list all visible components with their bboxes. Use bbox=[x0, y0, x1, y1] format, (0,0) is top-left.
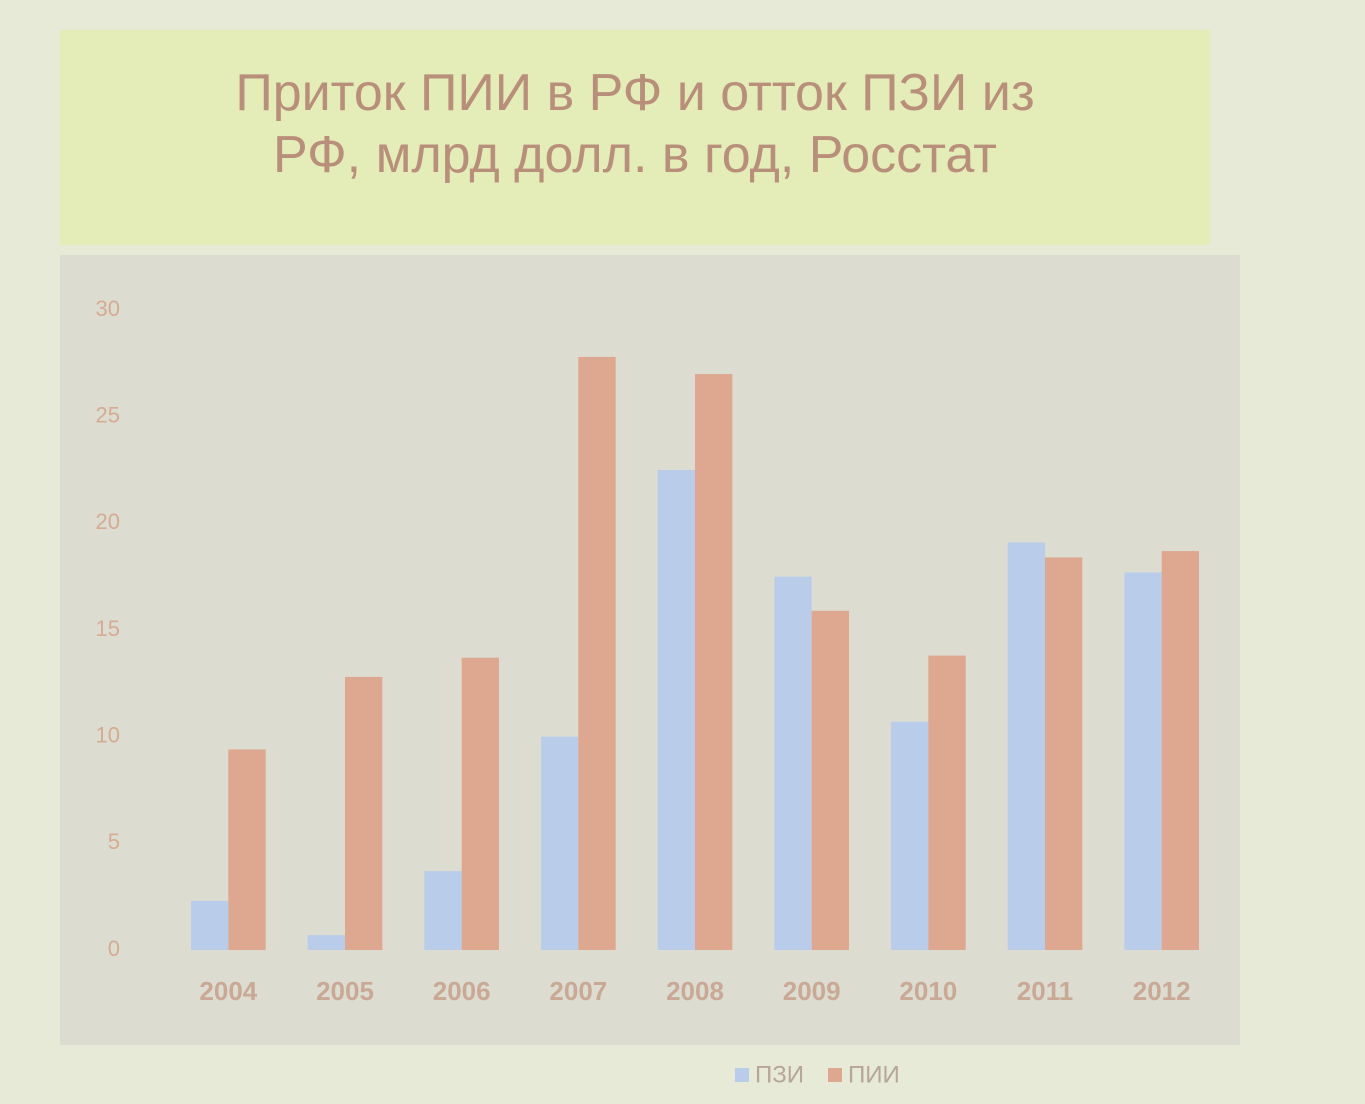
bar bbox=[891, 722, 928, 950]
chart: Приток ПИИ в РФ и отток ПЗИ изРФ, млрд д… bbox=[0, 0, 1365, 1104]
x-tick-label: 2010 bbox=[899, 976, 957, 1006]
y-tick-label: 10 bbox=[96, 722, 120, 747]
legend-label: ПЗИ bbox=[755, 1061, 804, 1088]
y-tick-label: 25 bbox=[96, 402, 120, 427]
bar bbox=[424, 871, 461, 950]
bar bbox=[345, 677, 382, 950]
legend-swatch bbox=[735, 1068, 749, 1082]
y-tick-label: 15 bbox=[96, 616, 120, 641]
page: {"chart_data": {"type": "bar", "title": … bbox=[0, 0, 1365, 1104]
x-tick-label: 2006 bbox=[433, 976, 491, 1006]
bar bbox=[928, 656, 965, 950]
x-tick-label: 2012 bbox=[1133, 976, 1191, 1006]
legend-label: ПИИ bbox=[848, 1061, 900, 1088]
x-tick-label: 2011 bbox=[1017, 976, 1073, 1006]
bar bbox=[541, 737, 578, 950]
bar bbox=[308, 935, 345, 950]
bar bbox=[462, 658, 499, 950]
bar bbox=[658, 470, 695, 950]
bar bbox=[1008, 543, 1045, 950]
bar bbox=[695, 374, 732, 950]
bar bbox=[228, 749, 265, 950]
x-tick-label: 2005 bbox=[316, 976, 374, 1006]
x-tick-label: 2007 bbox=[549, 976, 607, 1006]
bar bbox=[774, 577, 811, 950]
y-tick-label: 30 bbox=[96, 296, 120, 321]
x-tick-label: 2004 bbox=[199, 976, 257, 1006]
bar bbox=[191, 901, 228, 950]
bar bbox=[578, 357, 615, 950]
y-tick-label: 5 bbox=[108, 829, 120, 854]
x-tick-label: 2008 bbox=[666, 976, 724, 1006]
y-tick-label: 20 bbox=[96, 509, 120, 534]
x-tick-label: 2009 bbox=[783, 976, 841, 1006]
bar bbox=[1162, 551, 1199, 950]
bar bbox=[1045, 557, 1082, 950]
bar bbox=[1124, 572, 1161, 950]
bar bbox=[812, 611, 849, 950]
y-tick-label: 0 bbox=[108, 936, 120, 961]
legend-swatch bbox=[828, 1068, 842, 1082]
